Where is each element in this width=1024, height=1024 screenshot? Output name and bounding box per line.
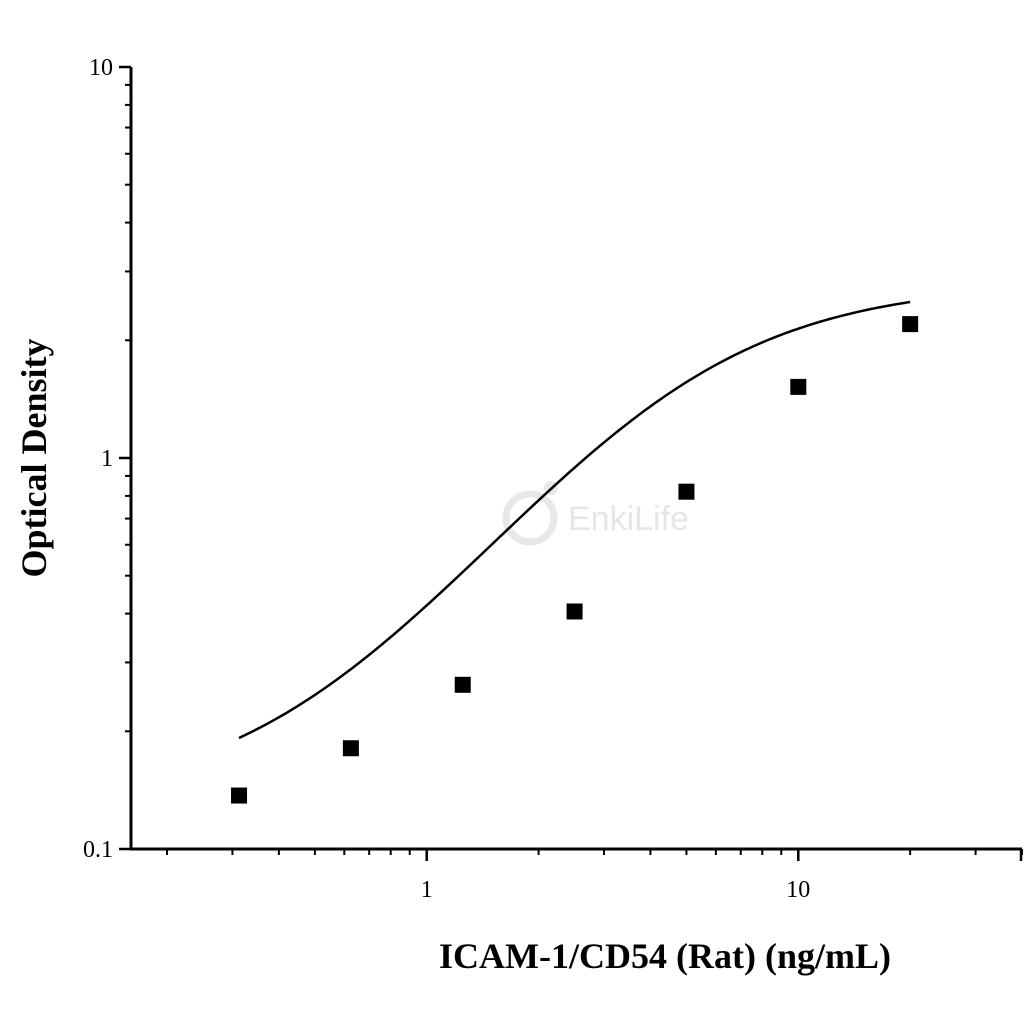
y-tick-label: 10: [89, 55, 113, 81]
data-point: [342, 740, 359, 757]
data-point: [790, 378, 807, 395]
y-axis-title: Optical Density: [14, 339, 54, 578]
axes: 1 10 0.1 1 10: [83, 55, 1023, 903]
y-tick-label: 0.1: [83, 837, 113, 863]
x-tick-label: 1: [421, 877, 433, 903]
data-point: [678, 483, 695, 500]
x-axis-title: ICAM-1/CD54 (Rat) (ng/mL): [439, 936, 891, 976]
data-point: [902, 316, 919, 333]
y-tick-label: 1: [101, 446, 113, 472]
watermark-text: EnkiLife: [568, 500, 689, 538]
fit-curve-line: [238, 300, 911, 740]
data-points-group: [231, 316, 919, 804]
x-tick-label: 10: [786, 877, 810, 903]
watermark-logo-icon: [502, 490, 558, 546]
data-point: [566, 603, 583, 620]
data-point: [231, 787, 248, 804]
fit-curve-group: [238, 300, 911, 740]
data-point: [454, 676, 471, 693]
watermark: EnkiLife: [502, 481, 689, 546]
